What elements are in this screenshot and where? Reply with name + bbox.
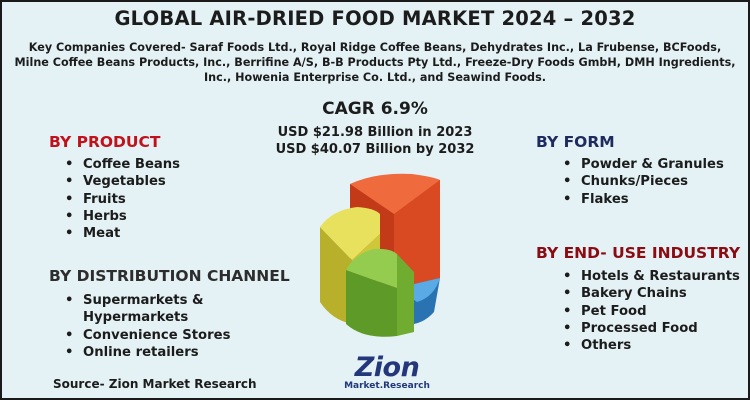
logo-sub-text: Market.Research: [344, 381, 430, 391]
list-item: Supermarkets &: [65, 292, 230, 310]
pie-slice-blue-top: [397, 278, 440, 302]
by-distribution-heading: BY DISTRIBUTION CHANNEL: [49, 267, 290, 285]
zion-logo: Zion Market.Research: [342, 352, 432, 396]
list-item: Flakes: [563, 191, 724, 209]
logo-main-text: Zion: [354, 352, 420, 383]
list-item: Chunks/Pieces: [563, 173, 724, 191]
key-companies-text: Key Companies Covered- Saraf Foods Ltd.,…: [14, 41, 736, 84]
list-item: Fruits: [65, 191, 180, 209]
pie-slice-yellow-top: [320, 207, 380, 260]
list-item: Herbs: [65, 208, 180, 226]
pie-slice-yellow-side: [320, 227, 352, 324]
by-product-list: Coffee Beans Vegetables Fruits Herbs Mea…: [65, 156, 180, 243]
list-item-continuation: Hypermarkets: [65, 309, 230, 326]
list-item: Processed Food: [563, 320, 740, 338]
list-item: Coffee Beans: [65, 156, 180, 174]
by-end-use-list: Hotels & Restaurants Bakery Chains Pet F…: [563, 268, 740, 355]
list-item: Meat: [65, 225, 180, 243]
pie-slice-orange-top: [350, 173, 440, 214]
source-text: Source- Zion Market Research: [53, 377, 257, 391]
by-form-heading: BY FORM: [536, 133, 615, 151]
pie-slice-green-front: [397, 254, 414, 336]
list-item: Powder & Granules: [563, 156, 724, 174]
list-item: Pet Food: [563, 303, 740, 321]
by-form-list: Powder & Granules Chunks/Pieces Flakes: [563, 156, 724, 208]
market-value-2023: USD $21.98 Billion in 2023: [277, 125, 473, 140]
list-item-continuation-text: Hypermarkets: [83, 310, 189, 326]
page-title: GLOBAL AIR-DRIED FOOD MARKET 2024 – 2032: [114, 7, 636, 30]
list-item: Vegetables: [65, 173, 180, 191]
list-item: Convenience Stores: [65, 327, 230, 345]
list-item: Hotels & Restaurants: [563, 268, 740, 286]
by-product-heading: BY PRODUCT: [49, 133, 161, 151]
market-value-2032: USD $40.07 Billion by 2032: [275, 142, 475, 157]
list-item: Online retailers: [65, 344, 230, 362]
by-distribution-list: Supermarkets & Hypermarkets Convenience …: [65, 292, 230, 361]
list-item: Others: [563, 337, 740, 355]
cagr-value: CAGR 6.9%: [322, 99, 428, 119]
pie-slice-green-top: [346, 248, 397, 288]
list-item: Bakery Chains: [563, 285, 740, 303]
pie-slice-green-side: [346, 270, 397, 337]
by-end-use-heading: BY END- USE INDUSTRY: [536, 244, 741, 262]
